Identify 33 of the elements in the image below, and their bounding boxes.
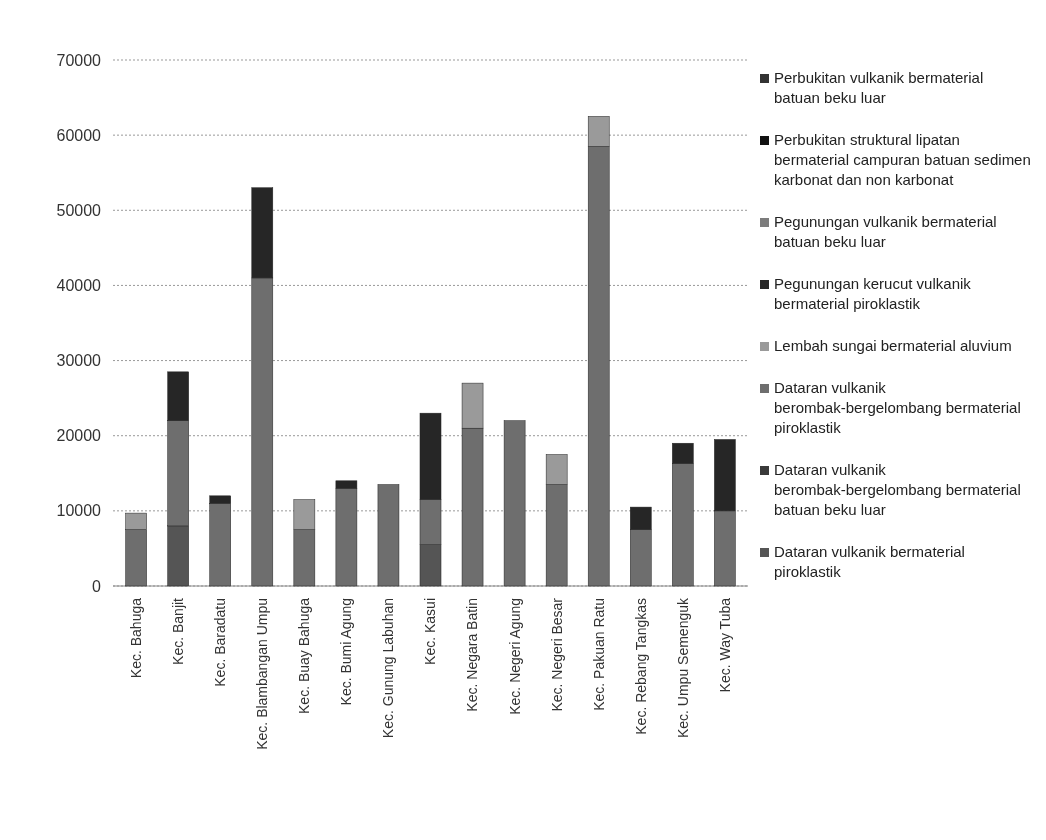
y-tick-label: 40000: [56, 277, 102, 295]
y-tick-label: 20000: [56, 427, 102, 445]
x-tick-label: Kec. Rebang Tangkas: [632, 598, 649, 735]
x-tick-label: Kec. Bumi Agung: [338, 598, 355, 706]
bar: [377, 484, 400, 587]
legend-label: Dataran vulkanik bermaterial piroklastik: [774, 543, 965, 580]
y-tick-label: 30000: [56, 352, 102, 370]
y-tick-label: 10000: [56, 502, 102, 520]
y-tick-label: 50000: [56, 201, 102, 219]
x-tick-label: Kec. Negara Batin: [464, 598, 481, 712]
x-tick-label: Kec. Banjit: [170, 597, 187, 665]
x-tick-label: Kec. Umpu Semenguk: [674, 597, 691, 739]
x-tick-label: Kec. Buay Bahuga: [296, 597, 313, 714]
x-tick-label: Kec. Baradatu: [212, 598, 229, 687]
x-tick-label: Kec. Bahuga: [128, 597, 145, 679]
legend-label: Dataran vulkanik berombak-bergelombang bermaterial batuan beku luar: [774, 461, 1021, 518]
bar: [503, 420, 526, 587]
x-tick-label: Kec. Negeri Besar: [548, 597, 565, 712]
legend-label: Pegunungan kerucut vulkanik bermaterial piroklastik: [774, 275, 972, 312]
y-tick-label: 60000: [56, 126, 102, 144]
y-tick-label: 70000: [56, 51, 102, 69]
x-tick-label: Kec. Gunung Labuhan: [380, 598, 397, 739]
legend-label: Perbukitan struktural lipatan bermaterial campuran batuan sedimen karbonat dan non karbonat: [774, 131, 1031, 188]
x-tick-label: Kec. Blambangan Umpu: [254, 598, 271, 750]
y-tick-label: 0: [92, 577, 102, 595]
x-tick-label: Kec. Kasui: [422, 598, 439, 665]
legend-label: Pegunungan vulkanik bermaterial batuan beku luar: [774, 213, 997, 250]
legend-label: Dataran vulkanik berombak-bergelombang bermaterial piroklastik: [774, 379, 1021, 436]
x-tick-label: Kec. Way Tuba: [716, 597, 733, 693]
legend-label: Lembah sungai bermaterial aluvium: [774, 337, 1012, 354]
legend-label: Perbukitan vulkanik bermaterial batuan beku luar: [774, 69, 984, 106]
x-tick-label: Kec. Pakuan Ratu: [590, 598, 607, 711]
x-tick-label: Kec. Negeri Agung: [506, 598, 523, 715]
